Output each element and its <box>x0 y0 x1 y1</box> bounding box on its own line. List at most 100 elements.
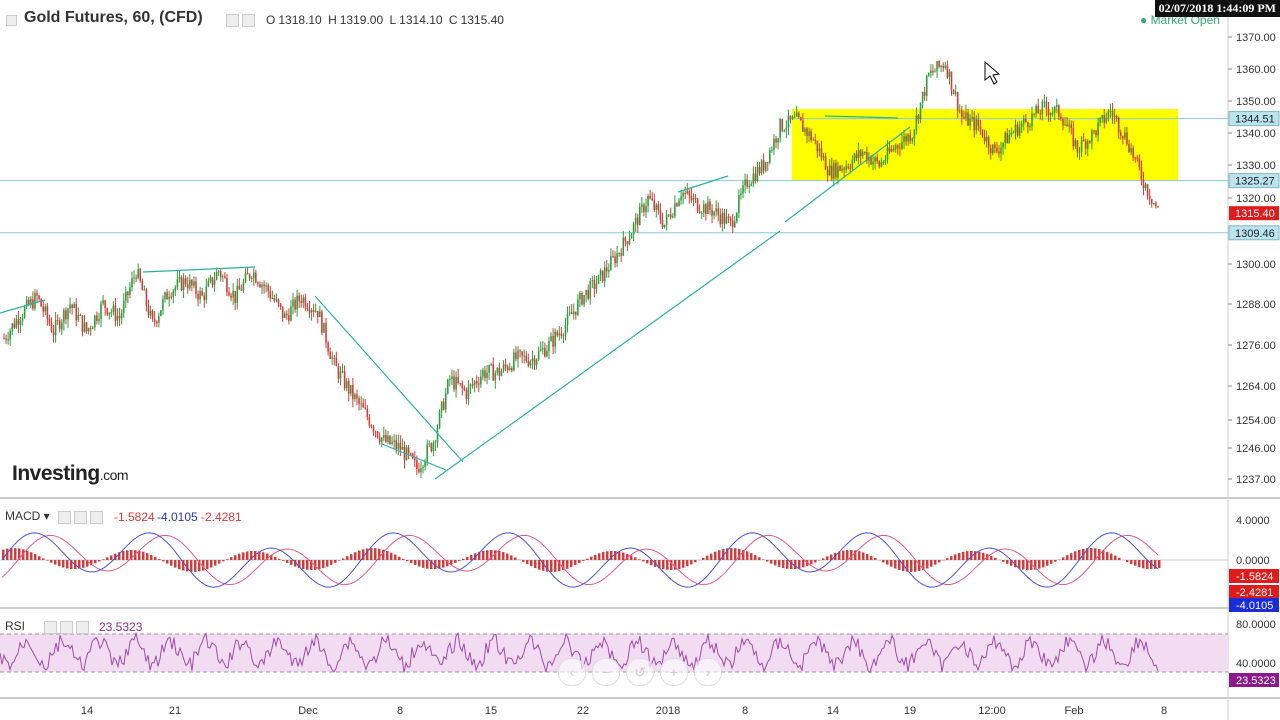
macd-bar <box>426 560 429 569</box>
macd-bar <box>758 557 761 560</box>
candle-body <box>1070 124 1073 129</box>
macd-bar <box>1146 560 1149 569</box>
macd-bar <box>850 550 853 560</box>
x-tick-label: 15 <box>485 705 497 717</box>
macd-bar <box>438 560 441 569</box>
level-tag <box>1228 173 1280 189</box>
macd-bar <box>954 554 957 560</box>
macd-bar <box>1034 560 1037 570</box>
scroll-left-button[interactable]: ‹ <box>558 658 586 686</box>
macd-bar <box>938 560 941 563</box>
candle-body <box>385 435 387 442</box>
macd-settings-icons[interactable] <box>58 509 106 527</box>
candle-body <box>608 270 610 272</box>
macd-bar <box>126 550 129 560</box>
candle-body <box>1134 157 1137 159</box>
macd-bar <box>2 549 5 560</box>
macd-bar <box>554 560 557 572</box>
candle-body <box>269 291 272 299</box>
menu-icon[interactable] <box>6 12 20 30</box>
candle-body <box>244 273 247 282</box>
scroll-right-button[interactable]: › <box>694 658 722 686</box>
chart-title[interactable]: Gold Futures, 60, (CFD) <box>24 9 203 26</box>
macd-bar <box>186 560 189 572</box>
candle-body <box>711 209 713 216</box>
candle-body <box>645 206 647 213</box>
macd-bar <box>726 548 729 560</box>
trend-line <box>784 126 911 223</box>
candle-body <box>725 216 728 224</box>
macd-bar <box>222 560 225 562</box>
candle-body <box>985 136 988 142</box>
rsi-settings-icons[interactable] <box>44 619 92 637</box>
macd-hist-value: -2.4281 <box>201 510 242 524</box>
candle-body <box>63 310 65 323</box>
candle-body <box>864 151 866 153</box>
macd-bar <box>334 560 337 563</box>
candle-body <box>564 324 567 336</box>
candle-body <box>639 206 641 226</box>
macd-label[interactable]: MACD ▾ <box>5 509 50 523</box>
candle-body <box>52 331 55 336</box>
trend-line <box>142 266 256 273</box>
candle-body <box>102 300 104 304</box>
candle-body <box>1095 130 1097 136</box>
zoom-in-button[interactable]: + <box>660 658 688 686</box>
candle-body <box>127 291 129 295</box>
candle-body <box>178 276 181 280</box>
macd-bar <box>418 560 421 567</box>
candle-body <box>700 212 703 214</box>
candle-body <box>612 256 614 258</box>
trend-line <box>677 175 729 193</box>
macd-bar <box>1138 560 1141 568</box>
x-tick-label: 19 <box>904 705 916 717</box>
candle-body <box>288 315 290 321</box>
candle-body <box>851 160 854 169</box>
candle-body <box>1058 105 1060 117</box>
candle-body <box>676 203 678 207</box>
candle-body <box>139 269 142 282</box>
indicator-settings-icons[interactable] <box>226 12 258 30</box>
candle-body <box>248 274 251 279</box>
macd-bar <box>926 560 929 569</box>
candle-body <box>709 201 711 210</box>
candle-body <box>1074 140 1077 147</box>
candle-body <box>459 382 462 384</box>
candle-body <box>746 179 748 187</box>
macd-bar <box>326 560 329 567</box>
candle-body <box>928 73 930 76</box>
zoom-out-button[interactable]: − <box>592 658 620 686</box>
candle-body <box>141 281 144 291</box>
candle-body <box>601 270 604 282</box>
macd-bar <box>1110 553 1113 560</box>
macd-bar <box>1054 560 1057 562</box>
macd-bar <box>210 560 213 568</box>
macd-bar <box>234 555 237 560</box>
candle-body <box>837 165 839 178</box>
candle-body <box>965 112 967 119</box>
candle-body <box>785 127 788 131</box>
candle-body <box>135 277 137 279</box>
macd-bar <box>950 556 953 560</box>
macd-bar <box>1006 560 1009 564</box>
macd-bar <box>166 560 169 564</box>
candle-body <box>508 367 511 371</box>
candle-body <box>42 306 45 312</box>
candle-body <box>793 116 796 118</box>
candle-body <box>690 195 693 201</box>
candle-body <box>89 328 92 330</box>
macd-bar <box>266 553 269 560</box>
macd-bar <box>54 560 57 565</box>
macd-bar <box>390 552 393 560</box>
candle-body <box>343 371 346 389</box>
candle-body <box>824 156 827 170</box>
candle-body <box>484 370 486 378</box>
macd-bar <box>706 555 709 560</box>
candle-body <box>655 204 658 210</box>
rsi-label[interactable]: RSI <box>5 619 26 633</box>
candle-body <box>401 447 404 450</box>
macd-bar <box>534 560 537 569</box>
candle-body <box>707 201 709 214</box>
reset-button[interactable]: ↺ <box>626 658 654 686</box>
